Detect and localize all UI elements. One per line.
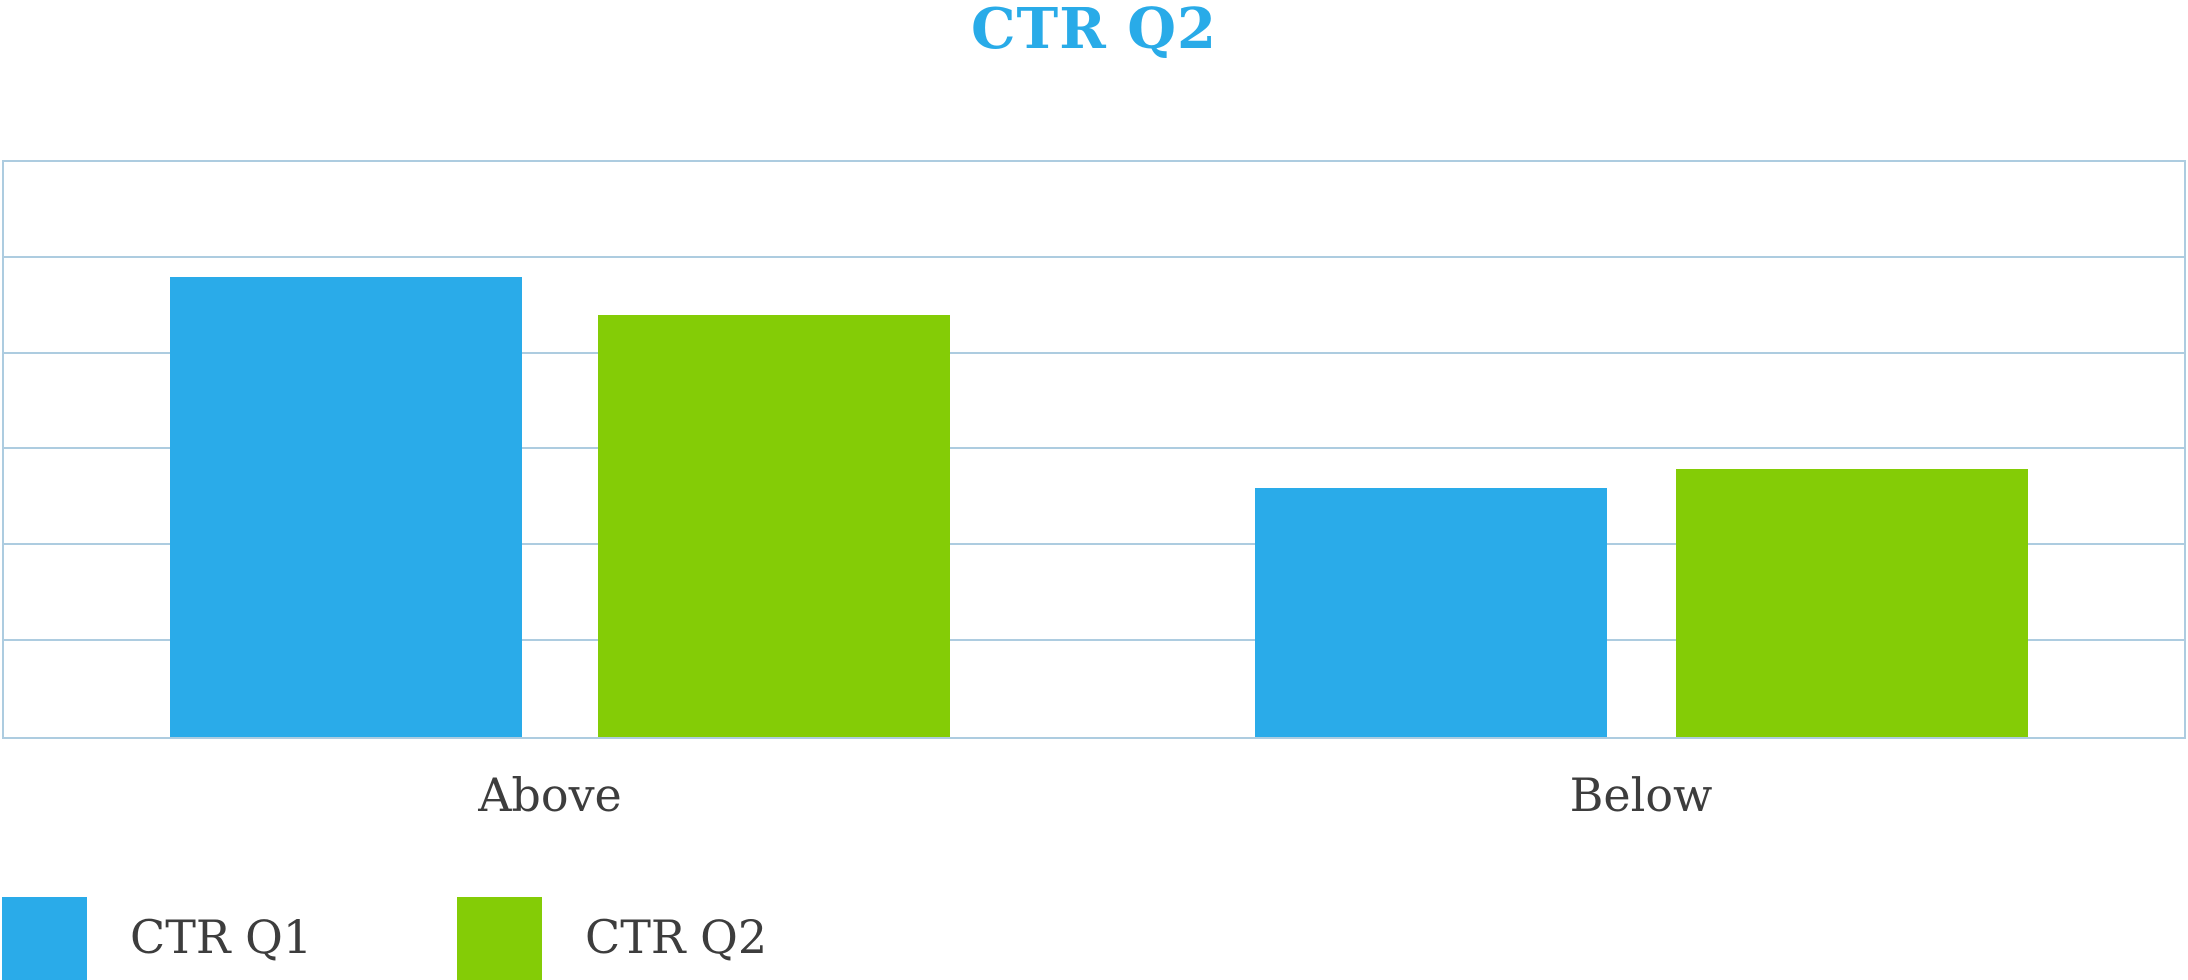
gridline: [4, 352, 2184, 354]
gridline: [4, 639, 2184, 641]
plot-area: [2, 160, 2186, 739]
chart-title: CTR Q2: [970, 0, 1218, 62]
bar-ctr-q2-above: [598, 315, 950, 737]
bar-ctr-q1-below: [1255, 488, 1607, 737]
x-axis-label-above: Above: [478, 768, 622, 822]
legend-swatch-ctr-q1: [2, 897, 87, 980]
gridline: [4, 543, 2184, 545]
x-axis-label-below: Below: [1569, 768, 1713, 822]
gridline: [4, 447, 2184, 449]
legend-label-ctr-q1: CTR Q1: [130, 910, 313, 964]
legend: CTR Q1 CTR Q2: [0, 897, 2188, 980]
gridline: [4, 256, 2184, 258]
bar-ctr-q1-above: [170, 277, 522, 737]
legend-label-ctr-q2: CTR Q2: [585, 910, 768, 964]
bar-ctr-q2-below: [1676, 469, 2028, 737]
legend-swatch-ctr-q2: [457, 897, 542, 980]
